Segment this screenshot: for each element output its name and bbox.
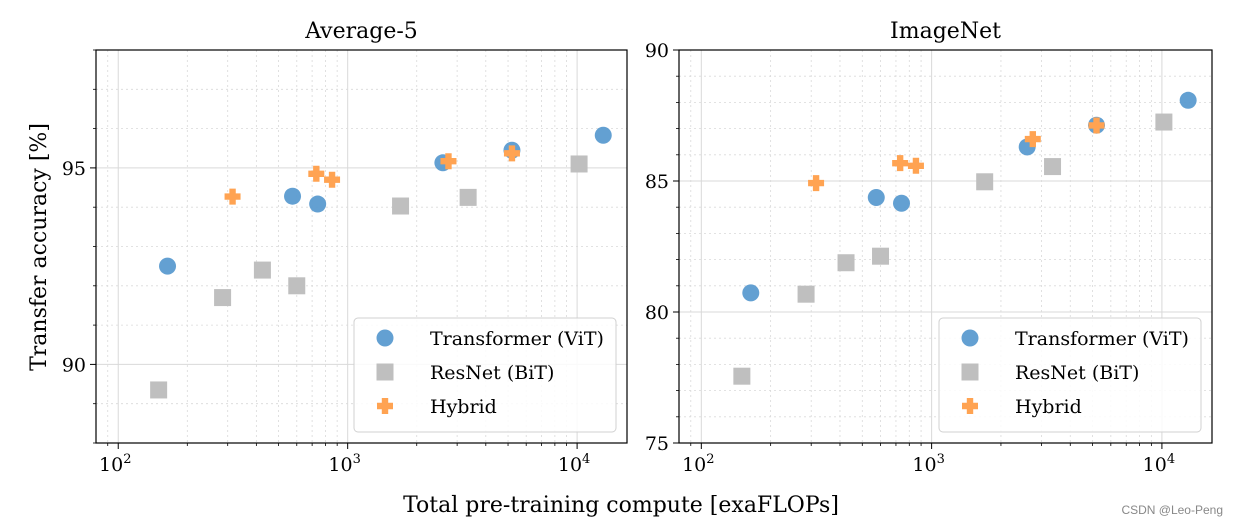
- y-tick-label: 95: [62, 158, 86, 180]
- legend-marker: [961, 363, 979, 381]
- data-point: [324, 171, 341, 188]
- x-tick-label: 103: [912, 452, 944, 476]
- data-point: [872, 247, 890, 265]
- data-point: [284, 187, 302, 205]
- series-plus: [808, 117, 1105, 192]
- legend-box: [353, 317, 617, 433]
- data-point: [309, 195, 327, 213]
- axes-frame: [678, 49, 1213, 444]
- legend-marker: [376, 329, 394, 347]
- legend: Transformer (ViT) ResNet (BiT) Hybrid: [353, 317, 617, 433]
- data-point: [459, 188, 477, 206]
- legend-label: Hybrid: [430, 396, 497, 418]
- data-point: [308, 165, 325, 182]
- data-point: [742, 284, 760, 302]
- data-point: [594, 126, 612, 144]
- y-tick-label: 85: [645, 171, 669, 193]
- y-tick-label: 90: [645, 40, 669, 62]
- legend-label: ResNet (BiT): [430, 362, 554, 384]
- data-point: [893, 194, 911, 212]
- data-point: [392, 197, 410, 215]
- data-point: [837, 254, 855, 272]
- series-square: [733, 113, 1173, 385]
- x-tick-label: 102: [682, 452, 714, 476]
- data-point: [892, 155, 909, 172]
- data-point: [797, 285, 815, 303]
- legend-box: [938, 317, 1202, 433]
- watermark: CSDN @Leo-Peng: [1121, 503, 1223, 517]
- data-point: [808, 175, 825, 192]
- legend-label: Transformer (ViT): [1015, 328, 1189, 350]
- panel-imagenet: ImageNet 75 80 85 90 102 103 104 Transformer (Vi…: [645, 19, 1213, 476]
- data-point: [288, 277, 306, 295]
- data-point: [1044, 158, 1062, 176]
- panel-average-5: Average-5 90 95 102 103 104 Transformer (ViT) R…: [62, 19, 628, 476]
- legend-marker: [962, 398, 978, 414]
- panel-title: ImageNet: [890, 19, 1001, 44]
- x-tick-label: 104: [1143, 452, 1175, 476]
- series-plus: [224, 145, 520, 205]
- legend-label: Hybrid: [1015, 396, 1082, 418]
- legend-marker: [961, 329, 979, 347]
- data-point: [1024, 131, 1041, 148]
- series-circle: [742, 91, 1197, 302]
- y-tick-label: 90: [62, 354, 86, 376]
- x-tick-label: 102: [99, 452, 131, 476]
- y-tick-label: 80: [645, 302, 669, 324]
- axes-frame: [95, 49, 628, 444]
- legend-marker: [376, 363, 394, 381]
- data-point: [503, 145, 520, 162]
- series-circle: [159, 126, 612, 275]
- series-square: [150, 155, 588, 399]
- data-point: [570, 155, 588, 173]
- data-point: [1088, 117, 1105, 134]
- data-point: [976, 173, 994, 191]
- data-point: [150, 381, 168, 399]
- data-point: [1179, 91, 1197, 109]
- data-point: [214, 289, 232, 307]
- data-point: [733, 367, 751, 385]
- y-tick-label: 75: [645, 433, 669, 455]
- data-point: [907, 157, 924, 174]
- panel-title: Average-5: [304, 19, 418, 44]
- legend-label: ResNet (BiT): [1015, 362, 1139, 384]
- data-point: [440, 153, 457, 170]
- legend-marker: [377, 398, 393, 414]
- legend: Transformer (ViT) ResNet (BiT) Hybrid: [938, 317, 1202, 433]
- data-point: [159, 257, 177, 275]
- x-tick-label: 103: [328, 452, 360, 476]
- x-axis-label: Total pre-training compute [exaFLOPs]: [403, 493, 839, 518]
- y-axis-label: Transfer accuracy [%]: [27, 123, 52, 371]
- data-point: [224, 188, 241, 205]
- data-point: [253, 261, 271, 279]
- x-tick-label: 104: [558, 452, 590, 476]
- legend-label: Transformer (ViT): [430, 328, 604, 350]
- data-point: [1155, 113, 1173, 131]
- data-point: [867, 189, 885, 207]
